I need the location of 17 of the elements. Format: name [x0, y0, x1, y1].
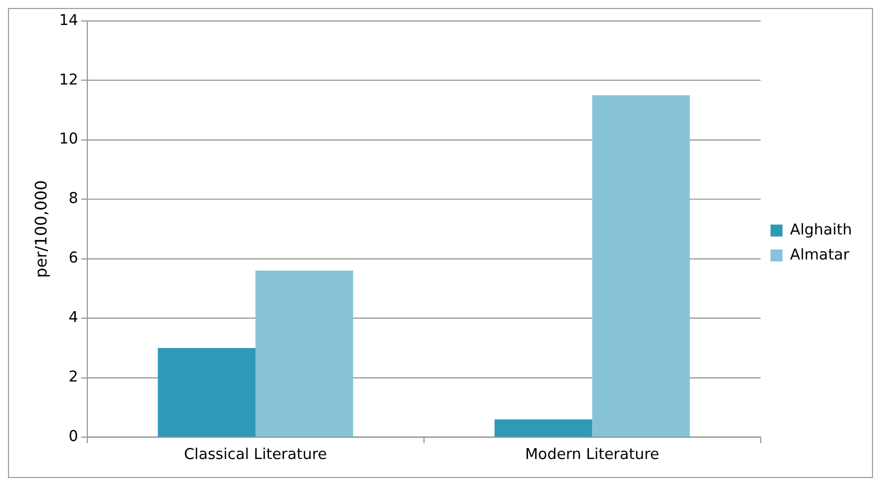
y-tick-label: 0 — [68, 427, 78, 446]
y-axis-title: per/100,000 — [32, 180, 51, 278]
bar — [592, 95, 690, 437]
legend-label: Alghaith — [790, 220, 852, 238]
y-tick-label: 10 — [59, 130, 78, 148]
bar — [158, 348, 256, 437]
x-tick-label: Modern Literature — [525, 444, 660, 463]
x-tick-label: Classical Literature — [184, 444, 327, 463]
y-tick-label: 6 — [68, 248, 78, 267]
y-tick-label: 4 — [68, 308, 78, 326]
bar — [255, 270, 354, 437]
y-tick-label: 14 — [59, 10, 78, 29]
legend-label: Almatar — [790, 245, 850, 264]
y-tick-label: 12 — [59, 70, 78, 88]
bar — [494, 419, 592, 437]
y-tick-label: 2 — [68, 368, 78, 386]
y-tick-label: 8 — [68, 189, 78, 208]
